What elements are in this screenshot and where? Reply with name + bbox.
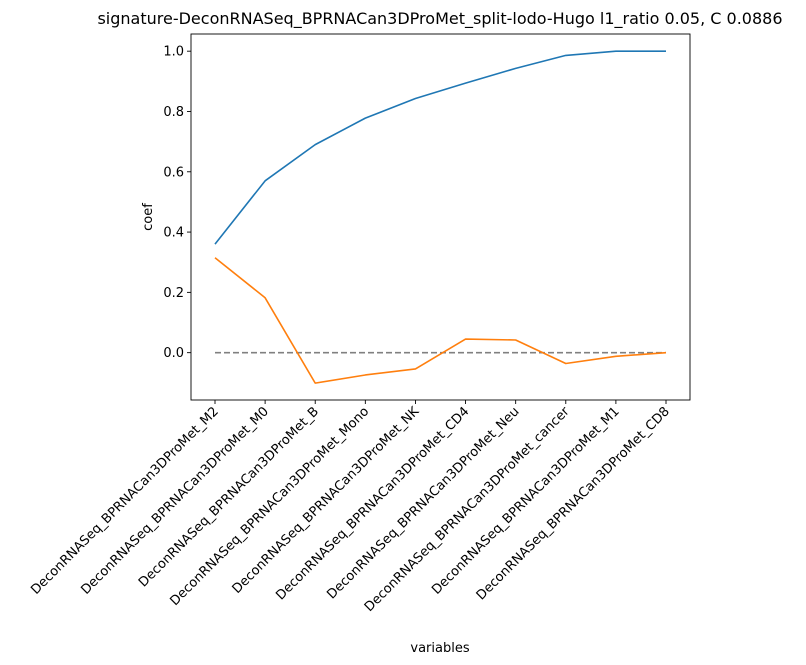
x-tick-label: DeconRNASeq_BPRNACan3DProMet_M1: [429, 404, 623, 598]
x-tick-label: DeconRNASeq_BPRNACan3DProMet_M2: [28, 404, 222, 598]
x-axis-label: variables: [410, 641, 469, 656]
x-tick-label: DeconRNASeq_BPRNACan3DProMet_NK: [230, 404, 423, 597]
plot-area: 0.0 0.2 0.4 0.6 0.8 1.0 DeconRNASeq_BPRNACan3D…: [28, 33, 691, 615]
y-tick-label: 0.6: [163, 165, 184, 180]
x-tick-label: DeconRNASeq_BPRNACan3DProMet_M0: [78, 404, 272, 598]
series-line-2: [214, 257, 667, 384]
y-tick-label: 1.0: [163, 45, 184, 60]
x-tick-label: DeconRNASeq_BPRNACan3DProMet_B: [136, 404, 322, 590]
x-tick-label: DeconRNASeq_BPRNACan3DProMet_CD8: [474, 404, 673, 603]
y-tick-label: 0.8: [163, 105, 184, 120]
y-tick-label: 0.2: [163, 286, 184, 301]
y-tick-label: 0.4: [163, 226, 184, 241]
y-axis-label: coef: [141, 203, 156, 231]
axes-frame: [190, 33, 691, 401]
series-line-1: [214, 50, 666, 245]
chart-title: signature-DeconRNASeq_BPRNACan3DProMet_s…: [97, 9, 782, 29]
y-tick-label: 0.0: [163, 346, 184, 361]
